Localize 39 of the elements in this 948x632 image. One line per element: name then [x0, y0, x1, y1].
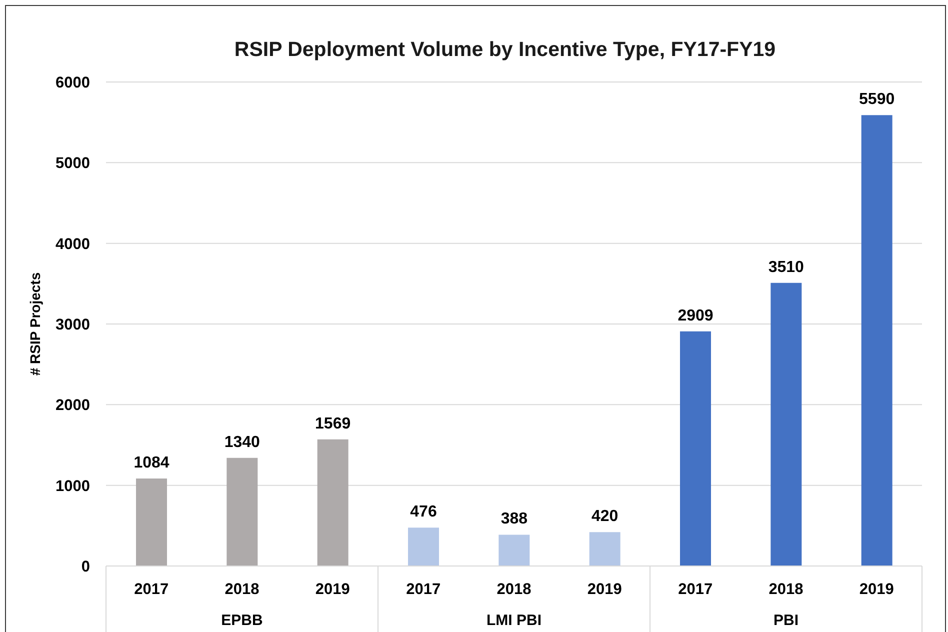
- data-label: 1340: [224, 434, 260, 451]
- bar: [861, 115, 892, 566]
- x-tick-label: 2019: [315, 581, 350, 598]
- y-tick-label: 4000: [56, 236, 90, 253]
- x-tick-label: 2018: [224, 581, 260, 598]
- data-label: 420: [591, 508, 618, 526]
- data-label: 1569: [315, 415, 351, 432]
- bar: [136, 478, 167, 566]
- bar: [770, 282, 802, 566]
- text: PBI: [772, 612, 800, 629]
- y-axis-title: # RSIP Projects: [26, 272, 43, 376]
- bar: [680, 331, 711, 566]
- data-label: 1084: [134, 454, 170, 472]
- x-tick-label: 2017: [134, 581, 169, 598]
- y-tick-label: 1000: [56, 478, 90, 495]
- text: EPBB: [220, 612, 264, 629]
- chart-title: RSIP Deployment Volume by Incentive Type, FY17-FY19: [233, 38, 777, 62]
- x-tick-label: 2018: [496, 581, 532, 598]
- data-label: 5590: [859, 91, 895, 108]
- y-tick-label: 3000: [56, 316, 90, 334]
- bar: [498, 534, 530, 566]
- y-tick-label: 6000: [56, 74, 90, 92]
- y-tick-label: 2000: [56, 397, 90, 414]
- bar: [317, 439, 348, 566]
- data-label: 476: [410, 504, 437, 521]
- text: LMI PBI: [486, 612, 542, 629]
- bar: [589, 532, 620, 566]
- x-tick-label: 2018: [768, 581, 804, 598]
- x-tick-label: 2017: [406, 581, 441, 598]
- bar: [226, 458, 258, 566]
- x-tick-label: 2017: [678, 581, 713, 598]
- y-tick-label: 5000: [56, 155, 90, 172]
- x-tick-label: 2019: [859, 581, 894, 598]
- data-label: 3510: [768, 258, 804, 276]
- data-label: 2909: [678, 307, 714, 324]
- data-label: 388: [500, 510, 528, 528]
- y-tick-label: 0: [81, 558, 90, 576]
- x-tick-label: 2019: [587, 581, 622, 598]
- bar: [408, 528, 439, 566]
